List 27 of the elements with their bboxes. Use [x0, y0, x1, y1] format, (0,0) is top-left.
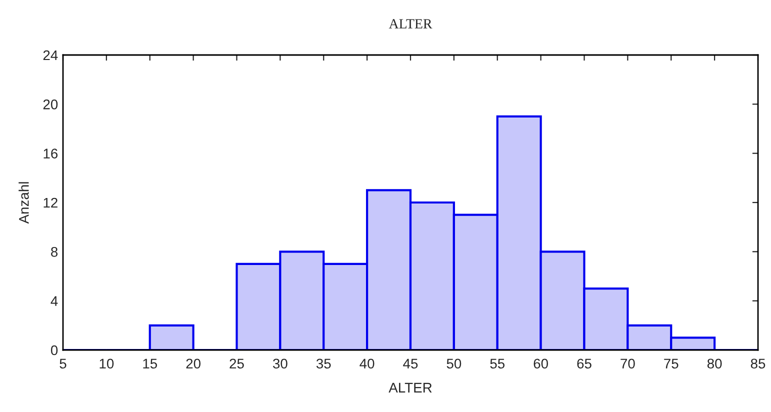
y-tick-label: 20	[43, 100, 58, 110]
x-tick-label: 20	[186, 358, 200, 369]
x-tick-label: 40	[360, 358, 374, 369]
y-tick-label: 8	[51, 247, 58, 257]
x-tick-label: 60	[534, 358, 548, 369]
y-tick-label: 4	[50, 296, 58, 306]
x-tick-label: 85	[750, 358, 766, 369]
x-tick-label: 15	[143, 358, 158, 369]
x-tick-label: 75	[664, 358, 678, 369]
x-tick-label: 65	[577, 358, 592, 369]
x-axis-title: ALTER	[388, 382, 432, 392]
x-tick-label: 70	[620, 358, 635, 369]
x-tick-label: 45	[403, 358, 418, 369]
y-tick-label: 12	[44, 198, 58, 208]
x-tick-label: 5	[60, 358, 66, 369]
y-tick-label: 24	[43, 50, 58, 60]
x-tick-label: 80	[707, 358, 722, 369]
x-tick-label: 55	[490, 358, 505, 369]
x-tick-label: 25	[230, 358, 244, 369]
x-tick-label: 35	[316, 358, 331, 369]
x-tick-label: 30	[272, 358, 288, 369]
x-tick-label: 10	[100, 358, 114, 369]
y-axis-title: Anzahl	[18, 182, 29, 224]
y-tick-label: 0	[50, 345, 58, 356]
y-tick-label: 16	[44, 148, 58, 159]
chart-title: ALTER	[388, 19, 432, 28]
x-tick-label: 50	[446, 358, 462, 369]
